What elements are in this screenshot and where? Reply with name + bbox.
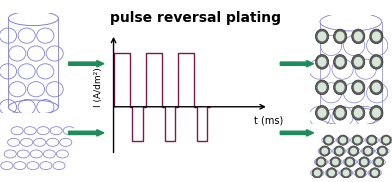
Circle shape (352, 55, 365, 69)
Circle shape (350, 148, 357, 155)
Circle shape (325, 137, 332, 144)
Circle shape (361, 159, 368, 165)
Circle shape (336, 108, 345, 118)
Circle shape (312, 168, 322, 178)
Circle shape (316, 55, 328, 69)
Circle shape (363, 146, 373, 156)
Circle shape (370, 29, 383, 44)
Circle shape (370, 106, 383, 120)
Circle shape (343, 169, 350, 176)
Circle shape (318, 108, 327, 118)
Circle shape (372, 108, 381, 118)
Circle shape (347, 159, 353, 165)
Circle shape (316, 29, 328, 44)
Circle shape (367, 135, 377, 145)
Circle shape (359, 157, 369, 167)
Circle shape (330, 157, 341, 167)
Circle shape (336, 31, 345, 41)
Circle shape (345, 157, 355, 167)
Circle shape (321, 148, 328, 155)
Circle shape (375, 159, 382, 165)
Circle shape (319, 146, 330, 156)
Circle shape (383, 137, 390, 144)
Circle shape (323, 135, 334, 145)
Circle shape (352, 135, 363, 145)
Circle shape (334, 55, 347, 69)
Circle shape (381, 135, 391, 145)
Circle shape (334, 80, 347, 95)
Circle shape (374, 157, 384, 167)
Circle shape (327, 168, 337, 178)
Circle shape (365, 148, 372, 155)
Circle shape (318, 82, 327, 92)
Circle shape (354, 137, 361, 144)
Circle shape (352, 80, 365, 95)
Circle shape (336, 82, 345, 92)
Circle shape (379, 148, 386, 155)
Circle shape (336, 148, 343, 155)
Circle shape (328, 169, 335, 176)
Circle shape (372, 169, 378, 176)
Circle shape (370, 80, 383, 95)
Circle shape (339, 137, 347, 144)
Circle shape (372, 31, 381, 41)
Circle shape (354, 57, 363, 67)
Circle shape (368, 137, 375, 144)
Circle shape (348, 146, 359, 156)
Circle shape (334, 106, 347, 120)
Circle shape (314, 169, 321, 176)
Circle shape (352, 106, 365, 120)
Circle shape (332, 159, 339, 165)
Text: I (A/dm²): I (A/dm²) (94, 68, 103, 107)
Circle shape (377, 146, 388, 156)
Circle shape (334, 146, 344, 156)
Circle shape (316, 157, 326, 167)
Circle shape (334, 29, 347, 44)
Circle shape (318, 159, 325, 165)
Circle shape (354, 108, 363, 118)
Circle shape (355, 168, 366, 178)
Circle shape (338, 135, 348, 145)
Circle shape (370, 55, 383, 69)
Circle shape (336, 57, 345, 67)
Circle shape (354, 82, 363, 92)
Circle shape (316, 80, 328, 95)
Circle shape (352, 29, 365, 44)
Text: pulse reversal plating: pulse reversal plating (111, 11, 281, 25)
Circle shape (372, 82, 381, 92)
Circle shape (318, 57, 327, 67)
Circle shape (316, 106, 328, 120)
Circle shape (318, 31, 327, 41)
Circle shape (354, 31, 363, 41)
Circle shape (372, 57, 381, 67)
Circle shape (370, 168, 380, 178)
Circle shape (341, 168, 351, 178)
Text: t (ms): t (ms) (254, 116, 283, 126)
Circle shape (357, 169, 364, 176)
